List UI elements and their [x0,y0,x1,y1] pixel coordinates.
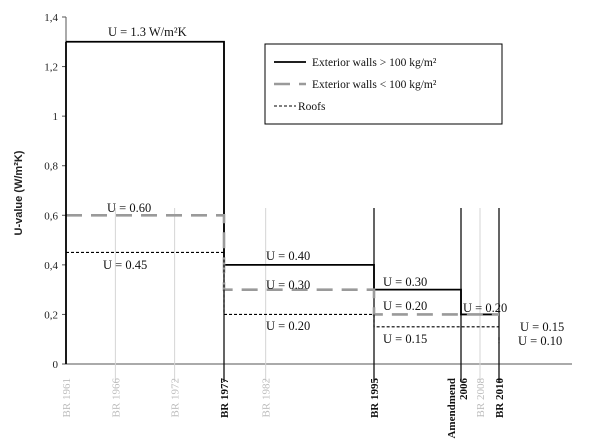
x-tick-label: 2006 [458,378,470,401]
annotation-label: U = 0.15 [383,332,427,346]
y-tick-label: 1,4 [44,12,58,24]
x-tick-label: BR 2010 [494,378,506,419]
legend-label: Exterior walls < 100 kg/m² [312,79,437,91]
annotation-label: U = 0.20 [383,299,427,313]
annotation-label: U = 0.45 [103,258,147,272]
y-axis-label: U-value (W/m²K) [13,150,25,235]
series-group [65,40,500,364]
x-tick-label: BR 1972 [170,378,182,417]
series-line-1 [66,40,499,316]
axes: 0 0,2 0,4 0,6 0,8 1 1,2 1,4 [44,12,572,371]
annotation-label: U = 0.20 [266,319,310,333]
x-tick-label: Amendmend [446,378,458,439]
annotation-label: U = 0.20 [463,301,507,315]
legend: Exterior walls > 100 kg/m² Exterior walls… [264,43,503,125]
annotation-label: U = 1.3 W/m²K [108,25,187,39]
annotation-label: U = 0.30 [383,275,427,289]
annotation-label: U = 0.60 [107,201,151,215]
y-tick-label: 0,4 [44,260,58,272]
x-tick-labels: BR 1961 BR 1966 BR 1972 BR 1977 BR 1982 BR 19… [61,378,506,439]
annotation-label: U = 0.30 [266,278,310,292]
series-line-2 [66,213,499,316]
x-tick-label: BR 2008 [475,378,487,418]
annotation-label: U = 0.10 [518,334,562,348]
y-tick-label: 0,6 [44,210,58,222]
legend-label: Roofs [298,101,326,113]
x-tick-label: BR 1977 [219,378,231,419]
legend-label: Exterior walls > 100 kg/m² [312,57,437,69]
annotation-label: U = 0.15 [520,320,564,334]
x-tick-label: BR 1961 [61,378,73,417]
y-tick-label: 0,2 [44,309,58,321]
x-tick-label: BR 1995 [369,378,381,419]
annotations: U = 1.3 W/m²K U = 0.60 U = 0.45 U = 0.40 U =… [103,25,564,348]
x-tick-label: BR 1982 [261,378,273,417]
y-tick-label: 1 [53,111,59,123]
x-tick-label: BR 1966 [110,378,122,418]
y-tick-label: 0 [53,359,59,371]
y-tick-label: 0,8 [44,161,58,173]
annotation-label: U = 0.40 [266,249,310,263]
series-line-3 [66,251,500,344]
y-tick-label: 1,2 [44,62,58,74]
